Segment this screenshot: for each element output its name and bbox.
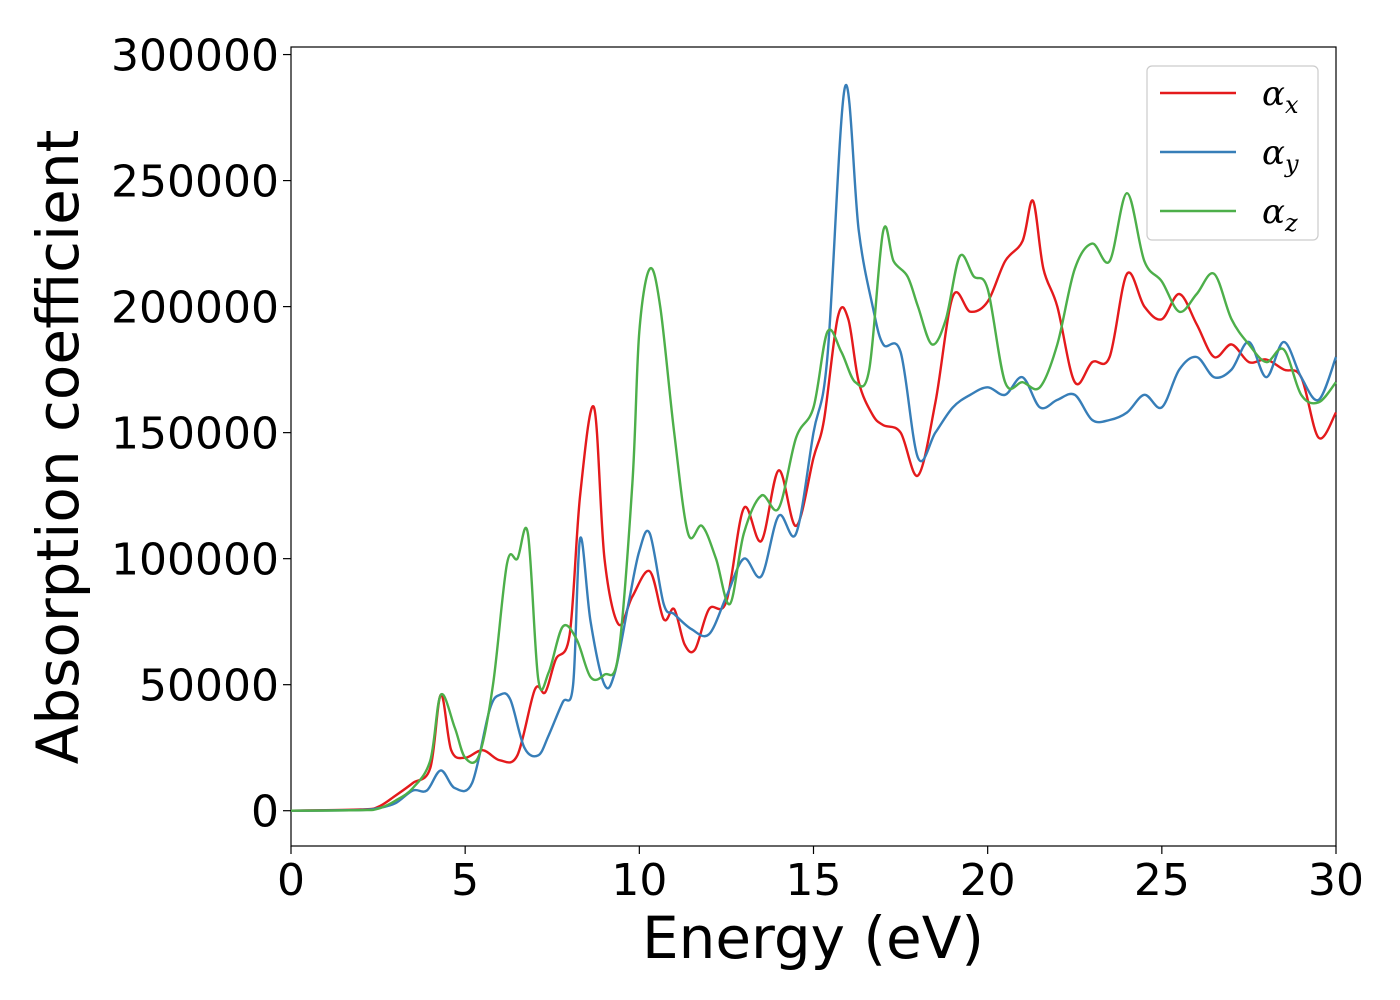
y-tick-label: 250000	[111, 157, 279, 208]
y-tick-label: 300000	[111, 31, 279, 82]
series-layer	[290, 83, 1338, 812]
y-tick-label: 0	[251, 787, 279, 838]
y-tick-label: 50000	[139, 661, 279, 712]
y-tick-label: 100000	[111, 535, 279, 586]
x-tick-label: 30	[1308, 855, 1364, 906]
legend-label-z: αz	[1262, 192, 1298, 237]
series-line-z	[290, 192, 1337, 812]
y-axis-title: Absorption coefficient	[24, 130, 92, 765]
x-axis-title: Energy (eV)	[642, 904, 984, 972]
y-tick-label: 200000	[111, 283, 279, 334]
x-tick-label: 25	[1134, 855, 1190, 906]
x-tick-label: 10	[611, 855, 667, 906]
x-tick-label: 20	[960, 855, 1016, 906]
series-line-y	[290, 83, 1338, 812]
x-tick-label: 0	[277, 855, 305, 906]
y-axis: 0 50000 100000 150000 200000 250000 300000	[111, 31, 291, 838]
x-axis: 0 5 10 15 20 25 30	[277, 846, 1364, 906]
series-line-x	[290, 199, 1338, 812]
x-tick-label: 15	[786, 855, 842, 906]
x-tick-label: 5	[451, 855, 479, 906]
y-tick-label: 150000	[111, 409, 279, 460]
